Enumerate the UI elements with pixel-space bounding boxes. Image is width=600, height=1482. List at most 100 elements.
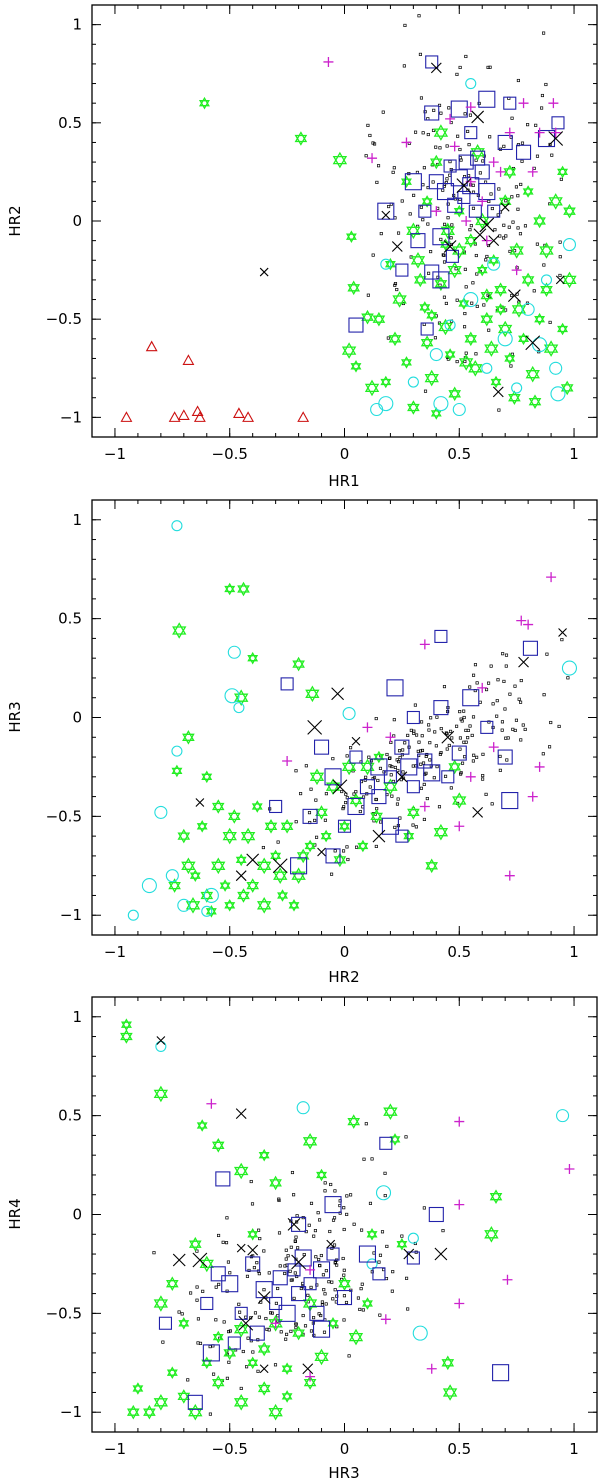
dot-marker [323,1292,327,1296]
star-marker [403,829,415,843]
triangle-marker [168,411,181,422]
plus-marker [511,265,522,276]
dot-marker [500,728,504,732]
dot-marker [292,1193,296,1197]
dot-marker [426,132,430,137]
dot-marker [450,223,454,227]
star-marker [370,809,383,824]
dot-marker [468,113,472,117]
star-marker [143,1404,156,1420]
dot-marker [214,1318,218,1322]
dot-marker [510,116,514,120]
dot-marker [342,1273,346,1277]
star-marker [488,253,500,267]
star-marker [281,1390,293,1403]
square-marker [200,1296,214,1311]
dot-marker [237,1302,241,1306]
star-marker [165,1276,179,1291]
dot-marker [257,1228,261,1232]
dot-marker [341,807,345,811]
dot-marker [352,792,356,796]
triangle-marker [193,411,206,422]
dot-marker [319,1253,323,1258]
square-marker [379,1136,393,1150]
square-marker [255,1281,273,1299]
dot-marker [450,736,454,740]
dot-marker [342,1268,346,1272]
dot-marker [428,758,432,762]
dot-marker [442,295,446,299]
dot-marker [475,304,479,308]
dot-marker [313,1229,317,1233]
star-marker [240,827,256,845]
square-marker [497,134,513,151]
square-marker [418,204,432,218]
triangle-marker [182,354,195,365]
dot-marker [495,699,499,703]
star-marker [320,829,332,843]
dot-marker [496,213,500,217]
cross-marker [500,202,510,212]
dot-marker [238,1310,242,1314]
star-marker [211,1375,225,1390]
dot-marker [420,748,425,752]
square-marker [269,799,283,814]
dot-marker [294,1235,298,1239]
star-marker [237,581,250,597]
star-marker [361,309,374,325]
cross-marker [479,217,495,233]
square-marker [158,1316,173,1330]
dot-marker [448,160,452,164]
dot-marker [262,1288,266,1292]
star-marker [309,768,325,786]
dot-marker [332,1243,337,1247]
dot-marker [514,718,519,722]
dot-marker [396,760,401,764]
dot-marker [463,755,467,759]
dot-marker [389,773,393,777]
dot-marker [196,1341,200,1345]
panel-hr3-hr4: HR3 HR4 −1 −0.5 0 0.5 1 −1 −0.5 0 0.5 1 [6,996,598,1482]
star-marker [429,154,443,170]
dot-marker [427,271,431,275]
dot-marker [491,702,495,706]
cross-marker [488,235,500,247]
plus-marker [546,572,557,583]
circle-marker [412,1325,428,1341]
star-marker [196,819,208,833]
dot-marker [295,1220,299,1224]
star-marker [543,340,559,357]
star-marker [237,888,250,903]
square-marker [492,1364,510,1382]
dot-marker [412,731,416,735]
star-marker [178,1316,190,1330]
dot-marker [466,129,470,133]
dot-marker [501,652,505,656]
y-axis-label: HR2 [6,205,24,236]
dot-marker [276,840,280,844]
dot-marker [364,775,368,779]
dot-marker [293,1271,297,1275]
circle-marker [127,909,139,921]
dot-marker [441,1229,445,1233]
dot-marker [534,123,538,127]
plus-marker [516,615,527,626]
dot-marker [417,14,421,18]
dot-marker [294,769,298,773]
dot-marker [510,293,514,298]
dot-marker [471,190,476,194]
star-marker [302,1132,318,1150]
dot-marker [299,792,303,796]
square-marker [245,1256,261,1272]
dot-marker [330,1280,334,1284]
star-marker [235,853,247,867]
dot-marker [396,797,400,801]
dot-marker [227,1360,231,1364]
dot-marker [400,199,404,203]
dot-marker [487,328,491,332]
dot-marker [224,1241,229,1245]
circle-marker [550,386,566,402]
dot-marker [324,1302,328,1306]
square-marker [215,1171,231,1187]
star-marker [171,764,183,778]
